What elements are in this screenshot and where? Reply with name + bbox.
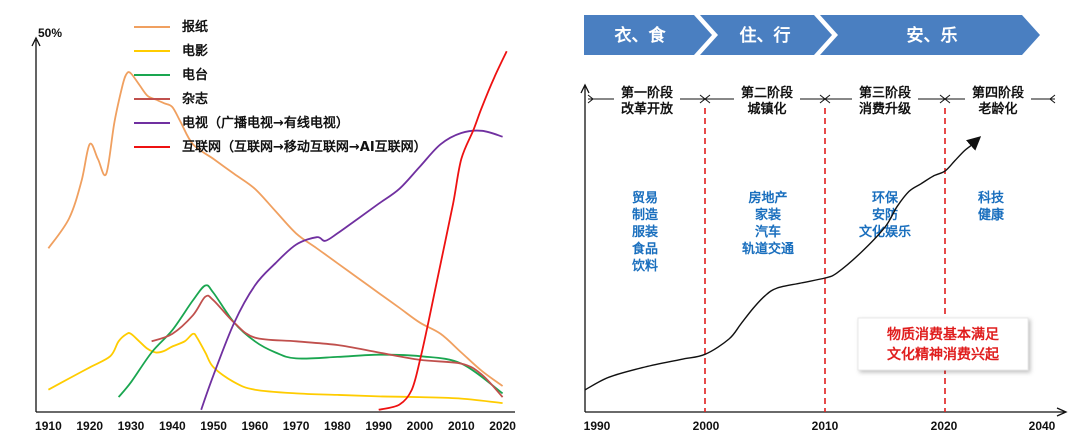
right-chart: 衣、食 住、行 安、乐 第一阶段 改革开放 第二阶段 城镇化 [580,15,1068,433]
bracket-end-left [587,94,594,104]
industry-label: 家装 [755,207,781,223]
stage-3-title: 第三阶段 [859,85,911,101]
industry-label: 房地产 [748,190,787,206]
right-x-tick: 2020 [931,419,958,433]
legend-label: 电影 [182,43,208,59]
growth-curve [584,136,982,391]
right-x-tick: 2040 [1029,419,1056,433]
stage-4-subtitle: 老龄化 [977,101,1017,117]
right-x-tick: 1990 [584,419,611,433]
industry-label: 服装 [632,224,658,240]
stage-1-title: 第一阶段 [621,85,673,101]
legend-label: 电视（广播电视→有线电视） [182,115,349,131]
left-x-tick: 1920 [76,419,103,433]
industry-label: 安防 [872,207,898,223]
banner-chevron-3 [820,15,1040,55]
note-box: 物质消费基本满足 文化精神消费兴起 [857,317,1029,371]
stage-2-subtitle: 城镇化 [747,101,786,117]
stage-4: 第四阶段 老龄化 [965,84,1031,118]
legend-label: 电台 [182,67,208,83]
banner-chevron-2 [700,15,832,55]
y-axis-arrow [31,36,41,47]
bracket-marks [699,94,951,104]
left-series [47,50,508,411]
banner-label-1: 衣、食 [615,25,667,46]
industry-label: 贸易 [632,190,658,206]
stage-2: 第二阶段 城镇化 [734,84,800,118]
stage-3-subtitle: 消费升级 [859,101,912,117]
industry-label: 健康 [978,207,1005,223]
series-line-2 [47,332,503,404]
series-line-5 [200,129,503,411]
left-x-tick: 2020 [489,419,516,433]
series-line-4 [151,294,504,398]
stage-2-industries: 房地产 家装 汽车 轨道交通 [742,190,794,257]
industry-label: 轨道交通 [742,241,794,257]
left-x-tick: 1960 [242,419,269,433]
legend-label: 互联网（互联网→移动互联网→AI互联网） [182,139,427,155]
note-line-2: 文化精神消费兴起 [887,346,1000,363]
stage-4-title: 第四阶段 [972,85,1024,101]
stage-3: 第三阶段 消费升级 [852,84,918,118]
stage-1: 第一阶段 改革开放 [614,84,680,118]
banner-label-2: 住、行 [740,25,791,46]
industry-label: 文化娱乐 [859,224,911,240]
stage-2-title: 第二阶段 [741,85,793,101]
series-line-1 [47,71,504,387]
legend-label: 报纸 [182,19,208,35]
left-x-tick: 2010 [448,419,475,433]
left-x-tick: 1990 [365,419,392,433]
right-y-axis-arrow [580,83,590,94]
industry-label: 食品 [632,241,658,257]
industry-label: 科技 [978,190,1005,206]
left-x-ticks: 1910 1920 1930 1940 1950 1960 1970 1980 1990 2000… [35,419,516,433]
legend-label: 杂志 [182,91,208,107]
stage-3-industries: 环保 安防 文化娱乐 [859,190,911,240]
industry-label: 环保 [872,190,899,206]
left-chart: 50% 1910 1920 1930 1940 1950 1960 1970 1980 1990… [31,19,516,433]
left-x-tick: 1980 [324,419,351,433]
left-x-tick: 2000 [407,419,434,433]
left-x-tick: 1970 [283,419,310,433]
stage-4-industries: 科技 健康 [978,190,1005,223]
industry-label: 制造 [632,207,659,223]
banner-label-3: 安、乐 [907,25,958,46]
industry-label: 饮料 [631,258,658,274]
left-x-tick: 1950 [200,419,227,433]
stage-1-industries: 贸易 制造 服装 食品 饮料 [631,190,659,274]
left-x-tick: 1930 [118,419,145,433]
industry-label: 汽车 [755,224,781,240]
left-x-tick: 1940 [159,419,186,433]
series-line-6 [378,50,508,411]
y-axis-top-label: 50% [38,26,62,40]
right-x-tick: 2000 [693,419,720,433]
banner-chevron-1 [584,15,712,55]
bracket-end-right [1049,94,1056,104]
left-x-tick: 1910 [35,419,62,433]
series-line-3 [117,284,504,398]
note-line-1: 物质消费基本满足 [887,326,1000,343]
right-x-tick: 2010 [812,419,839,433]
stage-1-subtitle: 改革开放 [621,101,674,117]
right-x-axis-arrow [1056,407,1068,417]
